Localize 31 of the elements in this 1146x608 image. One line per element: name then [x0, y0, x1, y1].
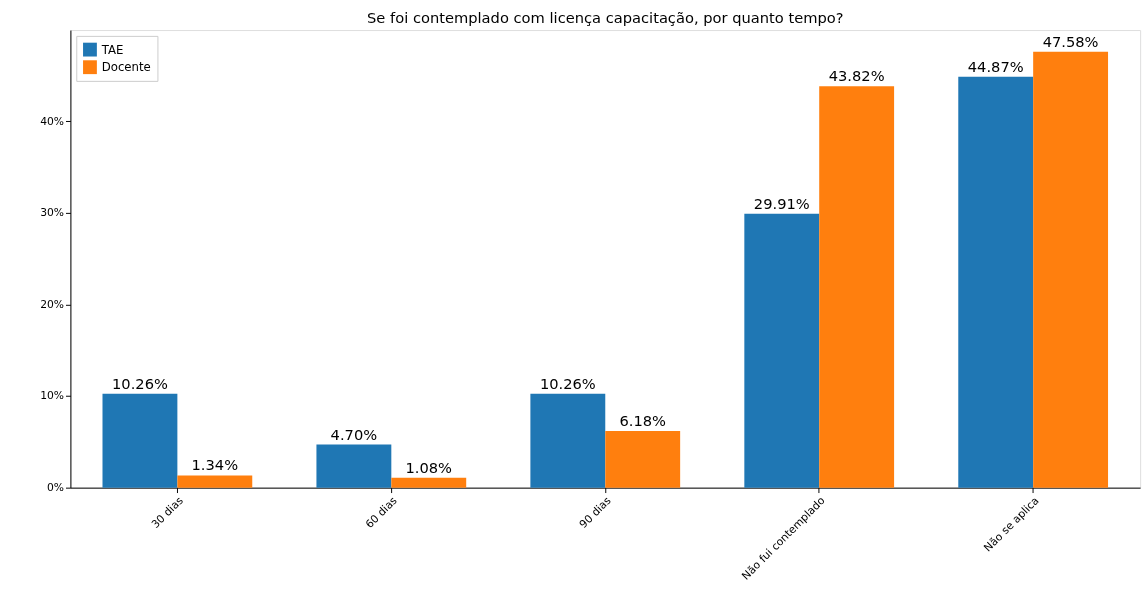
y-tick-label: 0%	[46, 481, 65, 495]
bar	[391, 477, 467, 488]
data-label: 29.91%	[753, 194, 810, 212]
data-label: 10.26%	[539, 374, 596, 392]
bar	[605, 431, 681, 488]
y-tick-label: 20%	[40, 297, 65, 311]
x-tick-label: 30 dias	[148, 493, 186, 531]
data-label: 44.87%	[967, 57, 1024, 75]
y-tick-label: 40%	[40, 114, 65, 128]
bar	[1033, 51, 1109, 488]
x-tick-label: 60 dias	[362, 493, 400, 531]
bar	[744, 213, 820, 488]
y-tick-label: 10%	[40, 389, 65, 403]
bar	[316, 444, 392, 488]
chart-title: Se foi contemplado com licença capacitação, por quanto tempo?	[367, 9, 844, 27]
data-label: 4.70%	[330, 425, 378, 443]
data-label: 47.58%	[1042, 32, 1099, 50]
bar	[177, 475, 253, 488]
y-tick-label: 30%	[40, 206, 65, 220]
legend-label: Docente	[101, 60, 151, 75]
data-label: 1.34%	[191, 456, 239, 474]
x-tick-label: 90 dias	[576, 493, 614, 531]
data-label: 1.08%	[405, 458, 453, 476]
bar	[102, 393, 178, 488]
data-label: 6.18%	[619, 412, 667, 430]
bar	[530, 393, 606, 488]
data-label: 43.82%	[828, 67, 885, 85]
legend-label: TAE	[100, 42, 124, 57]
bar	[958, 76, 1034, 488]
data-label: 10.26%	[111, 374, 168, 392]
bar	[819, 86, 895, 488]
